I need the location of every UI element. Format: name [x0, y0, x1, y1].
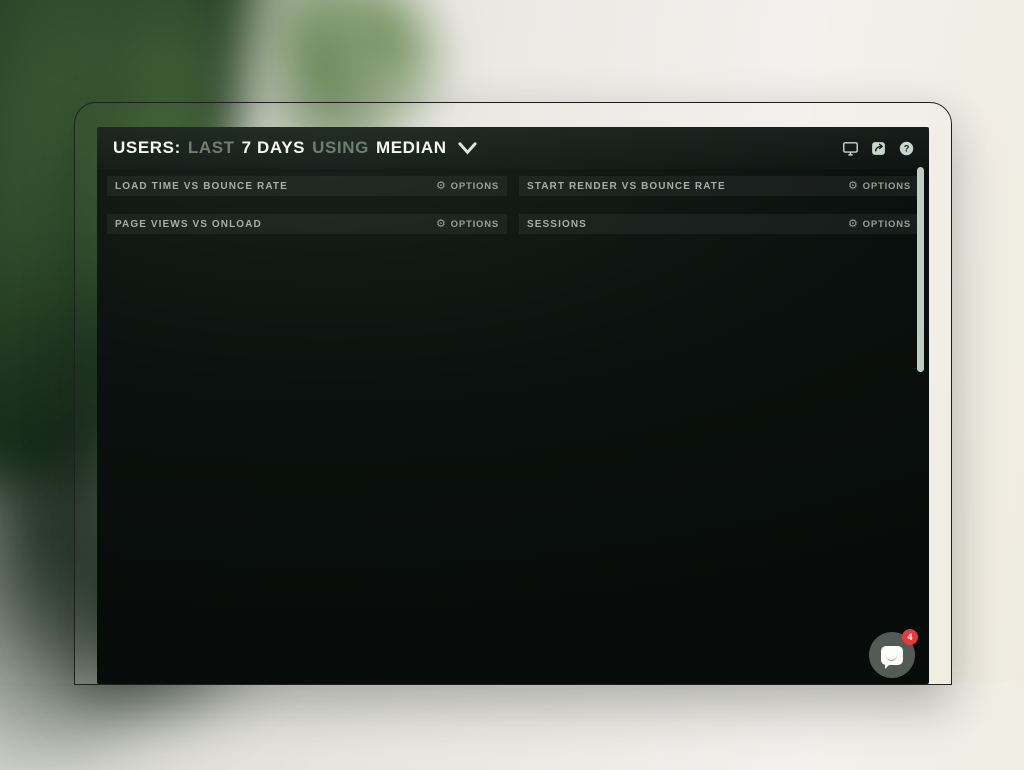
- chat-smile: [886, 655, 897, 661]
- chevron-down-icon[interactable]: [458, 141, 477, 155]
- gear-icon: ⚙: [847, 217, 859, 230]
- display-icon[interactable]: [842, 140, 859, 157]
- panel-title: SESSIONS: [527, 218, 587, 230]
- gear-icon: ⚙: [435, 179, 447, 192]
- panel-load-time-vs-bounce-rate: LOAD TIME VS BOUNCE RATE ⚙ OPTIONS: [107, 176, 507, 204]
- chat-widget-button[interactable]: 4: [869, 629, 918, 678]
- scrollbar[interactable]: [917, 167, 924, 372]
- panel-header: SESSIONS ⚙ OPTIONS: [519, 214, 919, 234]
- laptop-bezel: USERS: LAST 7 DAYS USING MEDIAN ? LOAD T…: [74, 102, 952, 685]
- options-label: OPTIONS: [862, 218, 911, 230]
- panel-start-render-vs-bounce-rate: START RENDER VS BOUNCE RATE ⚙ OPTIONS: [519, 176, 919, 204]
- dashboard-header: USERS: LAST 7 DAYS USING MEDIAN ?: [97, 127, 929, 169]
- panel-header: PAGE VIEWS VS ONLOAD ⚙ OPTIONS: [107, 214, 507, 234]
- header-using-label: USING: [312, 138, 369, 157]
- gear-icon: ⚙: [435, 217, 447, 230]
- svg-text:?: ?: [904, 143, 910, 153]
- chat-bubble-icon: [881, 645, 903, 669]
- options-label: OPTIONS: [862, 180, 911, 192]
- panel-header: LOAD TIME VS BOUNCE RATE ⚙ OPTIONS: [107, 176, 507, 196]
- options-label: OPTIONS: [450, 218, 499, 230]
- chat-badge: 4: [902, 629, 918, 645]
- dashboard-screen: USERS: LAST 7 DAYS USING MEDIAN ? LOAD T…: [97, 127, 929, 684]
- header-range-value[interactable]: 7 DAYS: [241, 138, 306, 157]
- share-icon[interactable]: [870, 140, 887, 157]
- panel-title: PAGE VIEWS VS ONLOAD: [115, 218, 262, 230]
- options-button[interactable]: ⚙ OPTIONS: [435, 179, 499, 192]
- help-icon[interactable]: ?: [898, 140, 915, 157]
- header-last-label: LAST: [187, 138, 235, 157]
- options-label: OPTIONS: [450, 180, 499, 192]
- options-button[interactable]: ⚙ OPTIONS: [435, 217, 499, 230]
- panel-title: LOAD TIME VS BOUNCE RATE: [115, 180, 288, 192]
- metric-summary-row: [107, 234, 507, 242]
- panel-title: START RENDER VS BOUNCE RATE: [527, 180, 726, 192]
- panel-header: START RENDER VS BOUNCE RATE ⚙ OPTIONS: [519, 176, 919, 196]
- header-aggregation-value[interactable]: MEDIAN: [375, 138, 447, 157]
- options-button[interactable]: ⚙ OPTIONS: [847, 179, 911, 192]
- metric-summary-row: [519, 234, 919, 242]
- header-users-label: USERS:: [113, 138, 181, 157]
- gear-icon: ⚙: [847, 179, 859, 192]
- panel-grid: LOAD TIME VS BOUNCE RATE ⚙ OPTIONS START …: [97, 169, 929, 246]
- panel-page-views-vs-onload: PAGE VIEWS VS ONLOAD ⚙ OPTIONS: [107, 214, 507, 246]
- panel-sessions: SESSIONS ⚙ OPTIONS: [519, 214, 919, 246]
- options-button[interactable]: ⚙ OPTIONS: [847, 217, 911, 230]
